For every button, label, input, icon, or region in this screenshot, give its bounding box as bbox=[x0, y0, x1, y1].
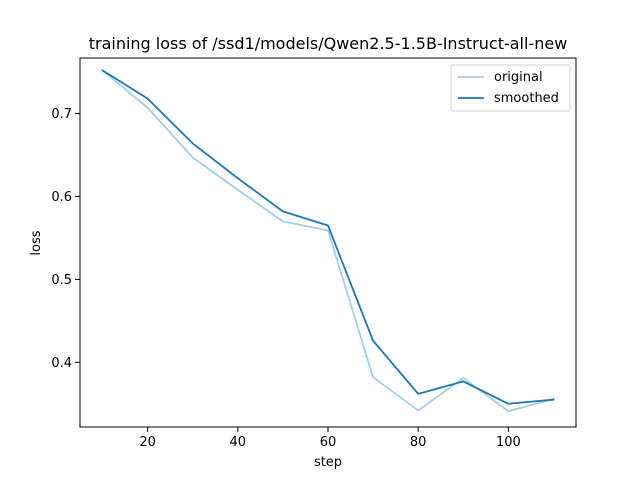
y-tick-label: 0.4 bbox=[51, 356, 72, 371]
data-point-original bbox=[236, 188, 239, 191]
data-point-original bbox=[191, 156, 194, 159]
data-point-original bbox=[462, 377, 465, 379]
data-point-smoothed bbox=[372, 339, 374, 342]
chart-title: training loss of /ssd1/models/Qwen2.5-1.… bbox=[89, 34, 568, 53]
legend-label-smoothed: smoothed bbox=[494, 91, 559, 106]
data-point-smoothed bbox=[282, 210, 284, 213]
data-point-original bbox=[507, 410, 510, 413]
x-tick-label: 20 bbox=[139, 435, 156, 450]
y-axis-label: loss bbox=[29, 230, 44, 255]
legend-label-original: original bbox=[494, 70, 543, 85]
data-point-original bbox=[282, 220, 284, 223]
x-tick-label: 80 bbox=[410, 435, 427, 450]
data-point-smoothed bbox=[552, 398, 555, 401]
data-point-original bbox=[372, 376, 374, 379]
x-axis-label: step bbox=[314, 455, 342, 470]
data-point-smoothed bbox=[327, 224, 329, 227]
series-layer bbox=[101, 69, 555, 413]
y-axis: 0.4 0.5 0.6 0.7 bbox=[51, 107, 80, 371]
data-point-smoothed bbox=[417, 392, 420, 395]
data-point-smoothed bbox=[101, 69, 104, 72]
data-point-smoothed bbox=[191, 142, 194, 145]
data-point-original bbox=[146, 106, 149, 109]
data-point-original bbox=[417, 409, 420, 412]
y-tick-label: 0.5 bbox=[51, 273, 72, 288]
y-tick-label: 0.6 bbox=[51, 190, 72, 205]
x-tick-label: 60 bbox=[320, 435, 337, 450]
data-point-smoothed bbox=[236, 177, 239, 180]
y-tick-label: 0.7 bbox=[51, 107, 72, 122]
data-point-smoothed bbox=[507, 402, 510, 405]
x-tick-label: 40 bbox=[230, 435, 247, 450]
x-tick-label: 100 bbox=[496, 435, 521, 450]
data-point-smoothed bbox=[146, 97, 149, 100]
x-axis: 20 40 60 80 100 bbox=[139, 427, 521, 450]
legend: original smoothed bbox=[450, 64, 571, 112]
data-point-smoothed bbox=[462, 380, 465, 383]
data-point-original bbox=[327, 229, 329, 232]
